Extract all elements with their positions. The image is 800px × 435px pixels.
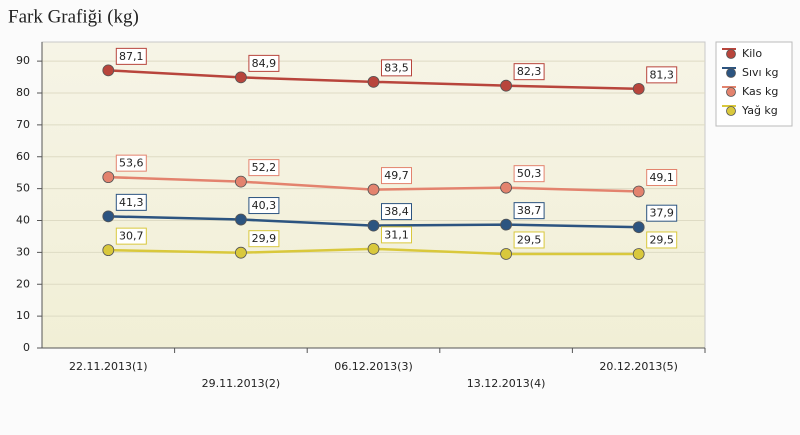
data-label-box	[513, 63, 545, 81]
data-label: 49,7	[384, 169, 409, 182]
point	[367, 75, 380, 88]
y-tick-label: 20	[16, 277, 30, 290]
point	[102, 171, 115, 184]
data-label-box	[646, 168, 678, 186]
data-label-box	[646, 231, 678, 249]
data-label-box	[115, 193, 147, 211]
y-tick-label: 70	[16, 118, 30, 131]
data-label: 41,3	[119, 196, 144, 209]
y-tick-label: 60	[16, 150, 30, 163]
y-tick-label: 10	[16, 309, 30, 322]
point	[632, 221, 645, 234]
point	[500, 181, 513, 194]
y-tick-label: 90	[16, 54, 30, 67]
x-tick-label: 22.11.2013(1)	[69, 360, 148, 373]
data-label-box	[248, 54, 280, 72]
x-tick-label: 06.12.2013(3)	[334, 360, 413, 373]
y-tick-label: 30	[16, 245, 30, 258]
x-tick-label: 13.12.2013(4)	[467, 377, 546, 390]
point	[500, 79, 513, 92]
data-label-box	[248, 159, 280, 177]
chart-title: Fark Grafiği (kg)	[8, 6, 139, 27]
data-label: 29,5	[517, 233, 542, 246]
data-label: 83,5	[384, 61, 409, 74]
point	[367, 242, 380, 255]
data-label: 82,3	[517, 65, 542, 78]
data-label-box	[646, 66, 678, 84]
data-label: 52,2	[252, 161, 277, 174]
point	[500, 218, 513, 231]
point	[367, 219, 380, 232]
data-label-box	[115, 227, 147, 245]
point	[102, 244, 115, 257]
data-label-box	[513, 165, 545, 183]
legend-label: Sıvı kg	[742, 66, 778, 79]
x-tick-label: 29.11.2013(2)	[202, 377, 281, 390]
data-label: 30,7	[119, 230, 144, 243]
point	[367, 183, 380, 196]
data-label: 87,1	[119, 50, 144, 63]
legend-label: Kilo	[742, 47, 762, 60]
y-tick-label: 50	[16, 182, 30, 195]
y-tick-label: 80	[16, 86, 30, 99]
point	[234, 213, 247, 226]
data-label: 38,4	[384, 205, 409, 218]
legend-marker	[726, 68, 736, 78]
data-label: 81,3	[649, 68, 674, 81]
data-label: 49,1	[649, 171, 674, 184]
legend-marker	[726, 49, 736, 59]
data-label: 50,3	[517, 167, 542, 180]
y-tick-label: 0	[23, 341, 30, 354]
point	[632, 248, 645, 260]
point	[500, 248, 513, 260]
data-label: 29,5	[649, 233, 674, 246]
data-label: 40,3	[252, 199, 277, 212]
legend-label: Yağ kg	[741, 104, 778, 117]
point	[234, 175, 247, 188]
point	[234, 246, 247, 259]
legend-marker	[726, 106, 736, 116]
data-label-box	[381, 167, 412, 185]
data-label-box	[381, 59, 412, 77]
data-label: 53,6	[119, 157, 144, 170]
point	[234, 71, 247, 84]
data-label: 31,1	[384, 228, 409, 241]
data-label-box	[248, 197, 280, 215]
y-tick-label: 40	[16, 214, 30, 227]
data-label-box	[381, 226, 412, 244]
point	[102, 64, 115, 77]
data-label: 29,9	[252, 232, 277, 245]
data-label-box	[513, 202, 545, 220]
data-label-box	[248, 230, 280, 248]
legend-label: Kas kg	[742, 85, 778, 98]
data-label-box	[115, 154, 147, 172]
data-label: 38,7	[517, 204, 542, 217]
data-label-box	[513, 231, 545, 249]
data-label-box	[381, 203, 412, 221]
data-label-box	[646, 204, 678, 222]
legend-marker	[726, 87, 736, 97]
point	[632, 82, 645, 95]
point	[102, 210, 115, 223]
data-label: 37,9	[649, 207, 674, 220]
data-label-box	[115, 47, 147, 65]
data-label: 84,9	[252, 57, 277, 70]
point	[632, 185, 645, 198]
x-tick-label: 20.12.2013(5)	[599, 360, 678, 373]
